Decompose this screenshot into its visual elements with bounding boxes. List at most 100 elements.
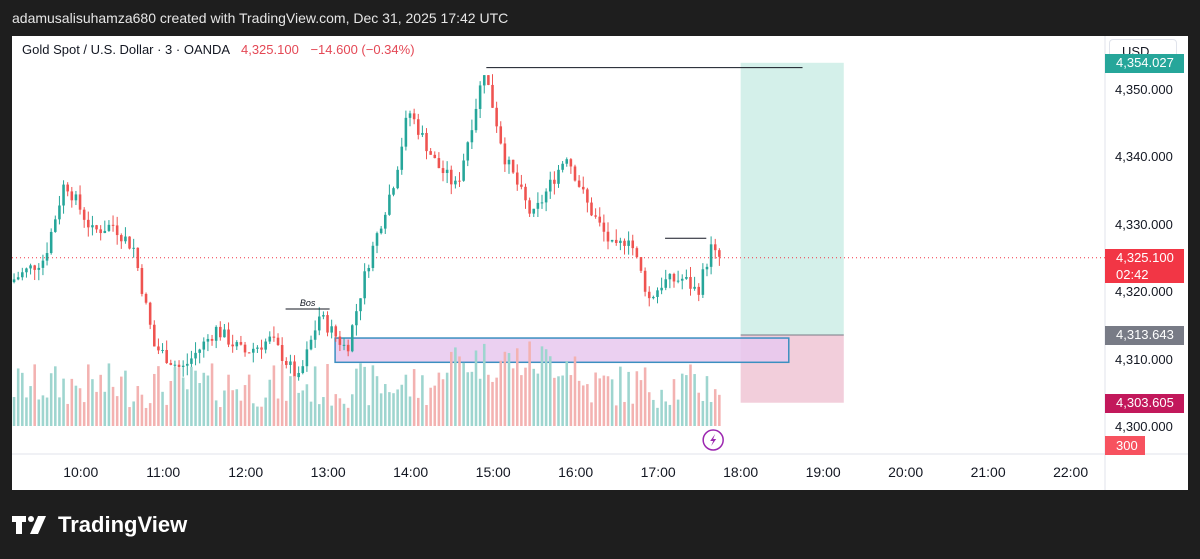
candle-body [412,113,416,120]
candle-body [256,347,259,349]
volume-bar [91,379,94,426]
volume-bar [322,397,325,426]
candle-body [317,316,321,331]
candle-body [709,244,713,267]
volume-bar [309,401,313,426]
volume-bar [165,404,168,426]
candle-body [115,225,119,236]
candle-body [37,267,41,270]
candle-body [718,250,721,257]
volume-bar [173,367,177,426]
volume-bar [379,393,383,426]
candle-body [511,159,515,173]
candle-body [367,267,371,272]
volume-bar [157,366,160,426]
bar-countdown: 02:42 [1116,266,1149,282]
volume-bar [689,364,692,426]
candle-body [74,194,78,201]
volume-bar [95,391,98,426]
volume-bar [631,403,635,426]
volume-bar [619,366,622,426]
volume-bar [577,380,581,426]
candle-body [330,326,333,333]
volume-bar [553,377,556,426]
price-chart[interactable]: Bos [12,36,1188,490]
volume-bar [21,372,24,426]
volume-bar [445,372,449,426]
volume-bar [29,386,32,426]
footer-brand: TradingView [12,510,187,540]
candle-body [124,236,127,242]
candle-body [606,231,610,242]
volume-bar [664,401,668,426]
candle-body [565,159,569,164]
candle-body [140,268,144,294]
candle-body [95,225,98,230]
candle-body [177,364,181,367]
candle-body [297,372,300,378]
volume-bar [45,397,49,426]
volume-bar [297,392,300,426]
price-tag-value: 4,303.605 [1116,394,1174,410]
candle-body [548,179,552,192]
candle-body [672,273,676,282]
volume-bar [416,397,420,426]
order-block-zone [334,337,790,364]
candle-body [400,146,404,170]
candle-body [503,143,507,165]
time-tick-label: 10:00 [63,464,99,480]
volume-bar [515,348,519,426]
candle-body [280,345,284,361]
volume-bar [437,372,441,426]
candle-body [701,269,705,295]
candle-body [54,219,57,232]
candle-body [363,271,366,299]
last-price: 4,325.100 [240,42,299,57]
volume-bar [301,390,305,426]
candle-body [194,352,197,359]
candle-body [235,342,239,347]
candle-body [668,273,672,280]
price-tag: 4,303.605 [1105,393,1184,413]
candle-body [487,75,490,85]
candle-body [82,209,86,220]
volume-bar [120,376,123,426]
volume-bar [186,389,189,426]
volume-bar [342,403,346,426]
volume-bar [375,376,379,426]
volume-bar [58,397,61,426]
volume-bar [289,376,292,426]
candle-body [680,278,684,281]
candle-body [524,186,527,201]
price-tick-label: 4,310.000 [1115,351,1173,367]
volume-bar [177,367,181,426]
volume-bar [396,389,399,426]
candle-body [392,188,395,195]
volume-bar [392,393,395,426]
volume-bar [495,377,498,426]
volume-bar [330,405,333,426]
candle-body [103,230,107,234]
volume-bar [499,360,503,426]
candle-body [449,169,453,185]
volume-bar [474,350,478,426]
volume-bar [676,399,680,426]
candle-body [693,286,696,289]
volume-bar [454,347,457,426]
candle-body [260,347,263,350]
volume-bar [334,394,338,426]
attribution-bar: adamusalisuhamza680 created with Trading… [0,0,1200,36]
chart-panel[interactable]: Bos Gold Spot / U.S. Dollar · 3 · OANDA … [12,36,1188,490]
volume-bar [243,385,247,426]
volume-tag: 300 [1105,436,1145,455]
volume-bar [313,366,317,426]
volume-bar [223,390,226,426]
volume-bar [285,400,288,426]
candle-body [165,349,168,364]
volume-bar [132,401,135,426]
candle-body [252,348,255,353]
candle-body [355,311,358,326]
candle-body [577,180,581,187]
volume-bar [78,388,82,426]
volume-bar [148,403,152,426]
